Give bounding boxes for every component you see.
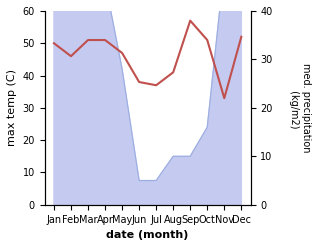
Y-axis label: med. precipitation
 (kg/m2): med. precipitation (kg/m2) bbox=[289, 63, 311, 153]
Y-axis label: max temp (C): max temp (C) bbox=[7, 69, 17, 146]
X-axis label: date (month): date (month) bbox=[107, 230, 189, 240]
